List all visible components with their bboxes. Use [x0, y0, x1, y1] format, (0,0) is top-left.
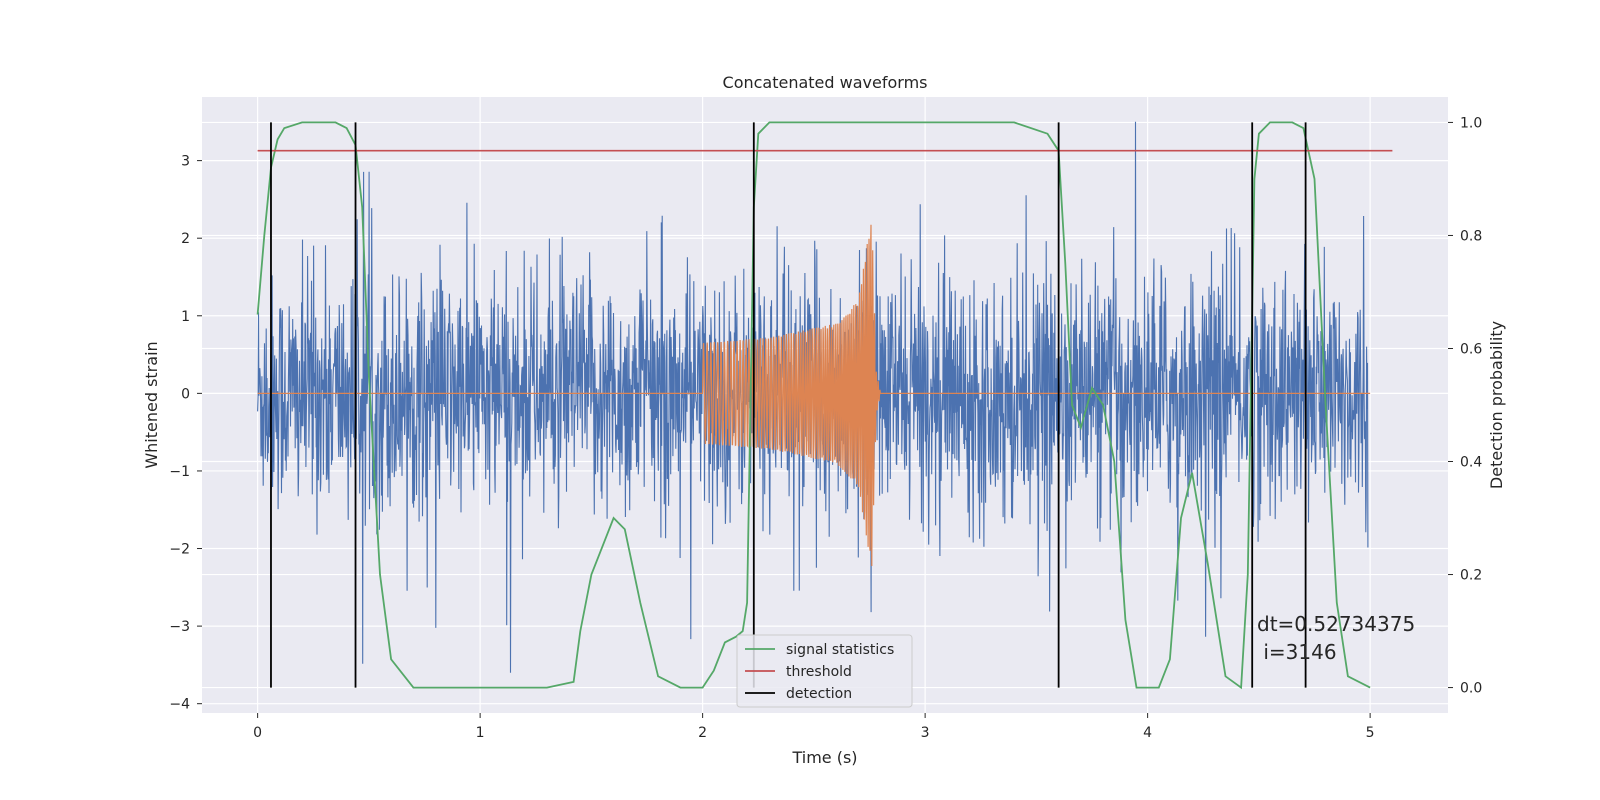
chirp-series [257, 224, 1371, 567]
y-axis-label-left: Whitened strain [142, 341, 161, 468]
y-left-tick-label: −1 [169, 464, 190, 480]
series-chirp [257, 224, 1371, 567]
chart-title: Concatenated waveforms [723, 73, 928, 92]
y-left-tick-label: 3 [181, 154, 190, 170]
y-left-tick-label: −4 [169, 697, 190, 713]
x-tick-label: 1 [476, 725, 485, 741]
legend-label-threshold: threshold [786, 664, 852, 680]
y-left-tick-label: −2 [169, 542, 190, 558]
y-right-tick-label: 0.8 [1460, 228, 1482, 244]
annotation-i: i=3146 [1257, 640, 1337, 664]
y-left-tick-label: 2 [181, 231, 190, 247]
y-right-tick-label: 1.0 [1460, 115, 1482, 131]
y-left-tick-label: 0 [181, 386, 190, 402]
legend: signal statistics threshold detection [736, 634, 913, 708]
legend-box [736, 634, 913, 708]
series-signal-statistics [256, 121, 1371, 690]
y-left-tick-label: 1 [181, 309, 190, 325]
y-left-tick-label: −3 [169, 619, 190, 635]
x-axis-label: Time (s) [791, 748, 857, 767]
x-tick-label: 3 [921, 725, 930, 741]
x-tick-label: 2 [698, 725, 707, 741]
y-axis-label-right: Detection probability [1487, 321, 1506, 489]
y-right-tick-label: 0.4 [1460, 455, 1482, 471]
y-right-tick-label: 0.2 [1460, 568, 1482, 584]
tick-labels: 0 1 2 3 4 5 3 2 1 0 −1 −2 −3 −4 1.0 0.8 0.6 0.4 0.2 0.0 [169, 115, 1482, 741]
annotation-dt: dt=0.52734375 [1257, 612, 1415, 636]
legend-label-signal: signal statistics [786, 642, 894, 658]
x-tick-label: 0 [253, 725, 262, 741]
legend-label-detection: detection [786, 686, 852, 702]
y-right-tick-label: 0.6 [1460, 341, 1482, 357]
series-lines [256, 121, 1393, 690]
x-tick-label: 4 [1143, 725, 1152, 741]
y-right-tick-label: 0.0 [1460, 681, 1482, 697]
x-tick-label: 5 [1366, 725, 1375, 741]
